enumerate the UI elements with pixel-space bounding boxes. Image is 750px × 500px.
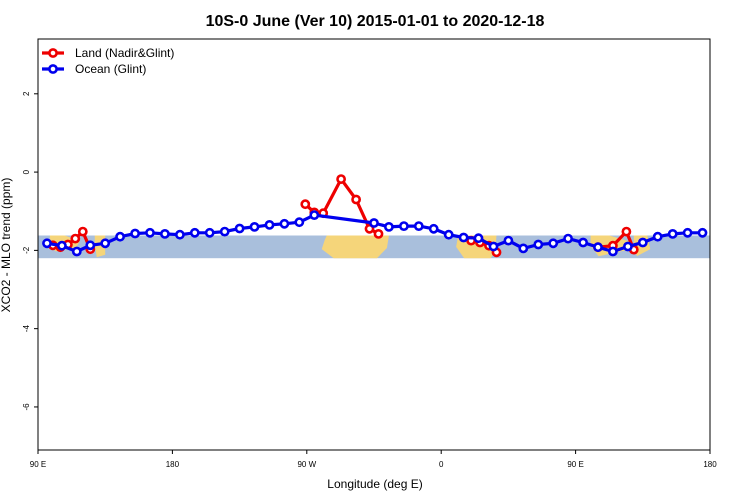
y-tick-label: -2 — [22, 246, 31, 254]
legend-marker — [48, 64, 58, 74]
y-tick-label: -4 — [22, 325, 31, 333]
data-point — [42, 238, 52, 249]
y-axis-label: XCO2 - MLO trend (ppm) — [0, 178, 13, 313]
data-point — [336, 174, 346, 184]
data-point — [204, 227, 215, 238]
y-tick-label: -6 — [22, 403, 31, 411]
data-point — [57, 240, 67, 251]
data-point — [174, 229, 185, 240]
data-point — [593, 242, 603, 253]
data-point — [428, 223, 439, 234]
legend-label: Ocean (Glint) — [75, 62, 146, 76]
x-tick-label: 90 W — [297, 460, 316, 469]
data-point — [369, 218, 379, 228]
data-point — [623, 241, 633, 252]
x-axis-label: Longitude (deg E) — [327, 477, 422, 491]
data-point — [249, 221, 260, 232]
x-axis: 90 E 180 90 W 0 90 E 180 — [30, 450, 717, 469]
data-point — [563, 233, 573, 244]
data-point — [608, 246, 618, 257]
data-point — [294, 217, 305, 228]
data-point — [115, 231, 125, 242]
x-tick-label: 90 E — [567, 460, 583, 469]
data-point — [518, 243, 529, 254]
data-point — [697, 227, 708, 238]
y-tick-label: 0 — [22, 169, 31, 174]
data-point — [189, 227, 200, 238]
y-axis: 2 0 -2 -4 -6 — [22, 91, 38, 411]
x-tick-label: 90 E — [30, 460, 46, 469]
data-point — [503, 235, 514, 246]
data-point — [264, 219, 275, 230]
data-point — [682, 227, 693, 238]
y-tick-label: 2 — [22, 91, 31, 96]
data-point — [100, 238, 111, 249]
land-south-america — [321, 235, 389, 259]
data-point — [443, 229, 454, 240]
data-point — [621, 226, 632, 237]
data-point — [70, 233, 81, 244]
data-point — [458, 232, 469, 243]
data-point — [398, 221, 409, 231]
data-point — [145, 227, 155, 238]
legend-marker — [48, 48, 58, 58]
data-point — [667, 228, 678, 239]
plot-frame — [37, 38, 711, 451]
data-point — [413, 221, 424, 231]
data-point — [159, 228, 170, 239]
data-point — [130, 228, 140, 239]
data-point — [373, 228, 384, 239]
x-tick-label: 180 — [166, 460, 180, 469]
legend-item: Land (Nadir&Glint) — [42, 46, 174, 60]
chart-title: 10S-0 June (Ver 10) 2015-01-01 to 2020-1… — [206, 13, 545, 30]
series-ocean — [42, 210, 708, 257]
legend: Land (Nadir&Glint) Ocean (Glint) — [42, 46, 174, 76]
data-point — [71, 246, 82, 257]
data-point — [309, 210, 320, 220]
legend-label: Land (Nadir&Glint) — [75, 46, 174, 60]
data-point — [234, 223, 245, 234]
data-point — [652, 231, 663, 242]
data-point — [548, 238, 559, 249]
data-point — [279, 218, 290, 229]
data-point — [300, 199, 311, 210]
data-point — [77, 226, 88, 237]
data-point — [637, 237, 648, 248]
data-point — [533, 239, 544, 250]
data-point — [473, 233, 484, 244]
x-tick-label: 180 — [703, 460, 717, 469]
data-point — [383, 221, 394, 232]
data-point — [488, 241, 499, 252]
data-point — [219, 226, 230, 237]
legend-item: Ocean (Glint) — [42, 62, 146, 76]
series-line — [597, 230, 636, 251]
series-layer — [42, 174, 708, 258]
data-point — [85, 240, 96, 251]
x-tick-label: 0 — [439, 460, 444, 469]
data-point — [578, 237, 588, 248]
data-point — [351, 194, 361, 205]
